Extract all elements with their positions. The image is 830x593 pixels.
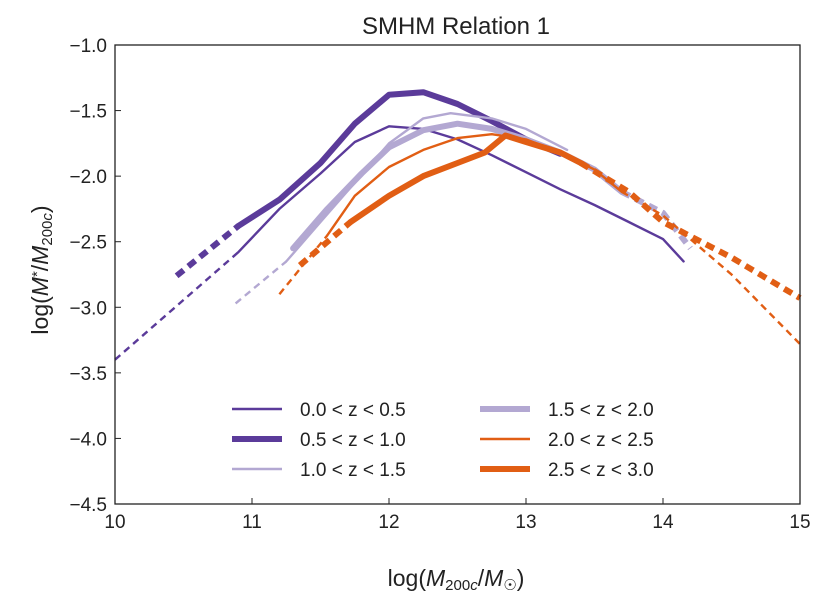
axis-ticks: 10 11 12 13 14 15 −1.0 −1.5 −2.0 −2.5 −3.0 −3.5 −4.0… [69, 36, 810, 533]
series-line-2-0-z-2-5 [326, 133, 624, 237]
legend-label: 0.0 < z < 0.5 [300, 400, 406, 421]
chart-title: SMHM Relation 1 [362, 13, 550, 40]
x-tick-label: 11 [242, 512, 262, 533]
legend: 0.0 < z < 0.5 0.5 < z < 1.0 1.0 < z < 1.5 1… [232, 400, 654, 481]
series-extrapolated-2-0-z-2-5 [621, 190, 801, 345]
x-tick-label: 13 [515, 512, 536, 533]
series-line-1-0-z-1-5 [285, 112, 569, 263]
legend-label: 1.0 < z < 1.5 [300, 460, 406, 481]
y-tick-label: −2.0 [69, 167, 107, 188]
series-extrapolated-1-0-z-1-5 [234, 260, 288, 305]
legend-label: 2.5 < z < 3.0 [548, 460, 654, 481]
legend-label: 0.5 < z < 1.0 [300, 430, 406, 451]
y-tick-label: −4.0 [69, 429, 107, 450]
y-axis-title: log(M*/M200c) [27, 205, 56, 334]
series-line-0-0-z-0-5 [237, 125, 685, 263]
series-extrapolated-2-5-z-3-0 [297, 219, 353, 268]
x-tick-label: 10 [104, 512, 125, 533]
x-tick-label: 15 [789, 512, 810, 533]
series-extrapolated-1-5-z-2-0 [620, 189, 693, 251]
series-extrapolated-0-0-z-0-5 [114, 251, 240, 361]
series-extrapolated-0-5-z-1-0 [174, 223, 241, 279]
legend-label: 1.5 < z < 2.0 [548, 400, 654, 421]
y-tick-label: −4.5 [69, 495, 107, 516]
x-axis-title: log(M200c/M☉) [388, 565, 525, 593]
y-tick-label: −3.0 [69, 298, 107, 319]
x-tick-label: 12 [378, 512, 399, 533]
x-tick-label: 14 [652, 512, 674, 533]
series-lines [114, 89, 802, 361]
y-tick-label: −2.5 [69, 233, 107, 254]
series-line-2-5-z-3-0 [347, 132, 584, 225]
y-tick-label: −3.5 [69, 364, 107, 385]
y-tick-label: −1.5 [69, 102, 107, 123]
plot-frame [114, 44, 801, 505]
y-tick-label: −1.0 [69, 36, 107, 57]
series-line-0-5-z-1-0 [235, 89, 564, 229]
series-extrapolated-2-5-z-3-0 [579, 160, 802, 301]
legend-label: 2.0 < z < 2.5 [548, 430, 654, 451]
